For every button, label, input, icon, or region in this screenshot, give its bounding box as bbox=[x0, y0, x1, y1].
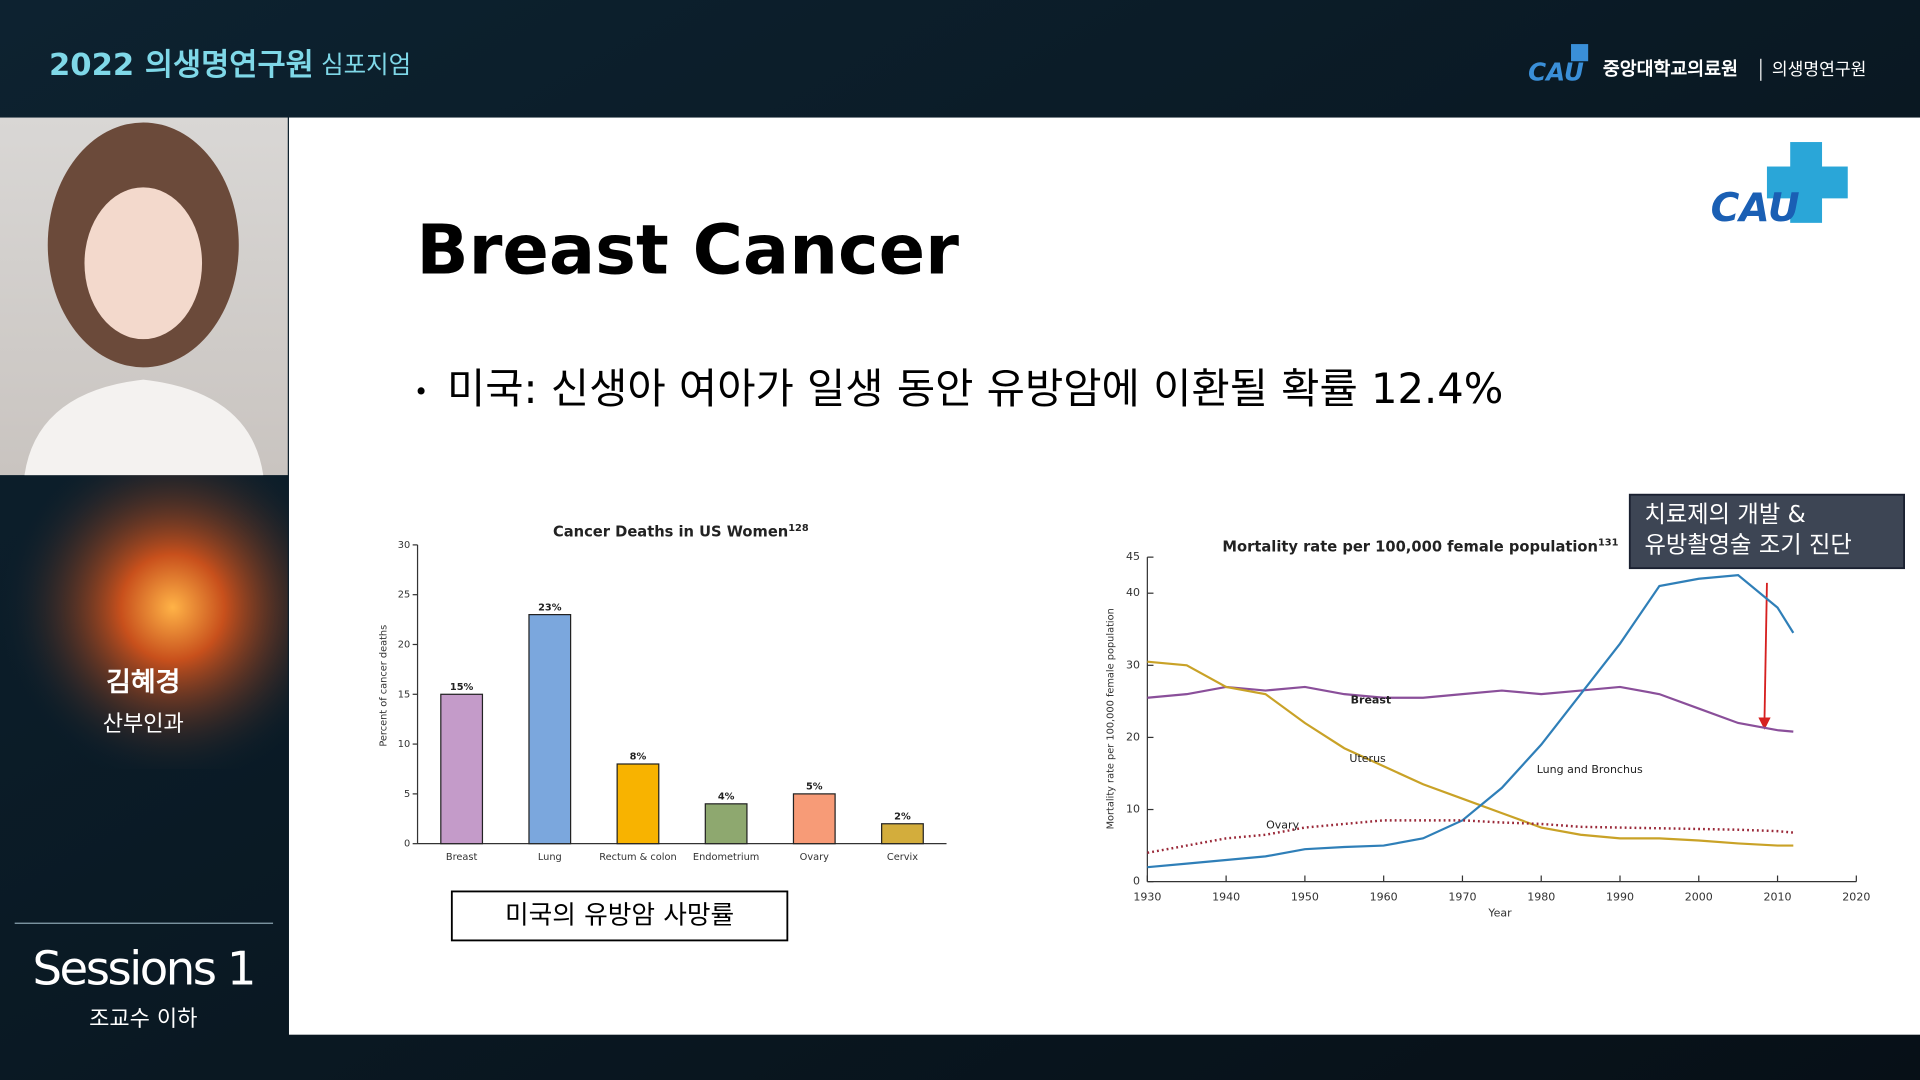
y-tick-label: 30 bbox=[398, 540, 410, 551]
bar bbox=[792, 793, 836, 845]
y-tick-label: 15 bbox=[398, 689, 410, 700]
y-axis-label: Mortality rate per 100,000 female popula… bbox=[1106, 608, 1117, 829]
y-tick-label: 45 bbox=[1126, 550, 1140, 563]
slide-logo-cross-h bbox=[1766, 166, 1848, 199]
y-tick-label: 10 bbox=[398, 739, 410, 750]
y-tick-label: 10 bbox=[1126, 803, 1140, 816]
y-tick-label: 20 bbox=[398, 639, 410, 650]
value-label: 4% bbox=[718, 791, 735, 802]
dept-name: 의생명연구원 bbox=[1772, 60, 1867, 80]
y-tick-label: 5 bbox=[404, 789, 410, 800]
value-label: 8% bbox=[630, 752, 647, 763]
x-tick-label: 1960 bbox=[1370, 891, 1398, 904]
arrow-head bbox=[1758, 717, 1771, 730]
annotation-box bbox=[1628, 493, 1905, 570]
annotation-line: 치료제의 개발 & bbox=[1644, 501, 1805, 528]
photo-face bbox=[84, 187, 203, 340]
chart-title: Cancer Deaths in US Women128 bbox=[553, 523, 809, 541]
x-tick-label: Rectum & colon bbox=[599, 852, 676, 863]
y-tick-label: 20 bbox=[1126, 730, 1140, 743]
value-label: 23% bbox=[538, 602, 562, 613]
x-tick-label: 1940 bbox=[1212, 891, 1240, 904]
event-subtitle: 심포지엄 bbox=[321, 50, 411, 79]
bar bbox=[704, 803, 748, 845]
series-line bbox=[1147, 574, 1795, 869]
bullet: 미국: 신생아 여아가 일생 동안 유방암에 이환될 확률 12.4% bbox=[447, 364, 1503, 413]
x-tick-label: 1950 bbox=[1291, 891, 1319, 904]
x-tick-label: 1970 bbox=[1448, 891, 1476, 904]
logo-cross bbox=[1571, 44, 1589, 62]
slide-logo: CAU bbox=[1711, 186, 1800, 231]
header-logo: CAU bbox=[1528, 57, 1584, 86]
speaker-role: 조교수 이하 bbox=[89, 1007, 197, 1032]
y-tick-label: 0 bbox=[1133, 875, 1140, 888]
series-label: Breast bbox=[1351, 693, 1392, 706]
chart-title: Mortality rate per 100,000 female popula… bbox=[1222, 537, 1618, 555]
bar bbox=[881, 823, 924, 845]
x-tick-label: Breast bbox=[446, 852, 478, 863]
y-tick-label: 0 bbox=[404, 839, 410, 850]
x-axis-label: Year bbox=[1487, 906, 1512, 919]
event-title: 2022 의생명연구원 심포지엄 bbox=[49, 48, 411, 83]
caption-box bbox=[450, 890, 789, 942]
value-label: 15% bbox=[450, 682, 474, 693]
x-tick-label: Cervix bbox=[887, 852, 918, 863]
chart-ref: 128 bbox=[788, 523, 809, 534]
panel-glow bbox=[0, 475, 288, 769]
y-tick-label: 30 bbox=[1126, 658, 1140, 671]
bar bbox=[616, 763, 660, 845]
event-title-text: 2022 의생명연구원 bbox=[49, 48, 314, 83]
bar bbox=[440, 693, 484, 845]
x-tick-label: Endometrium bbox=[693, 852, 759, 863]
slide-title: Breast Cancer bbox=[416, 211, 959, 291]
x-tick-label: 1990 bbox=[1606, 891, 1634, 904]
session: Sessions 1 bbox=[32, 942, 254, 996]
x-tick-label: 2020 bbox=[1842, 891, 1870, 904]
series-line bbox=[1147, 685, 1794, 733]
y-tick-label: 40 bbox=[1126, 586, 1140, 599]
photo-body bbox=[24, 379, 264, 476]
series-label: Lung and Bronchus bbox=[1537, 763, 1643, 776]
x-tick-label: Lung bbox=[538, 852, 562, 863]
y-axis-label: Percent of cancer deaths bbox=[378, 625, 389, 747]
svg-text:•: • bbox=[414, 377, 428, 406]
speaker-dept: 산부인과 bbox=[103, 712, 184, 737]
x-tick-label: 2000 bbox=[1685, 891, 1713, 904]
chart-title-text: Mortality rate per 100,000 female popula… bbox=[1222, 538, 1598, 555]
x-tick-label: 1930 bbox=[1133, 891, 1161, 904]
x-tick-label: 1980 bbox=[1527, 891, 1555, 904]
series-label: Uterus bbox=[1349, 752, 1386, 765]
caption: 미국의 유방암 사망률 bbox=[505, 900, 734, 930]
annotation-arrow bbox=[1763, 582, 1768, 721]
chart-ref: 131 bbox=[1598, 537, 1619, 548]
value-label: 2% bbox=[894, 811, 911, 822]
x-tick-label: Ovary bbox=[800, 852, 830, 863]
chart-title-text: Cancer Deaths in US Women bbox=[553, 524, 788, 541]
org-name: 중앙대학교의료원 bbox=[1603, 58, 1738, 80]
series-label: Ovary bbox=[1266, 818, 1299, 831]
bar bbox=[528, 613, 572, 845]
value-label: 5% bbox=[806, 782, 823, 793]
series-line bbox=[1147, 660, 1794, 847]
annotation-line: 유방촬영술 조기 진단 bbox=[1644, 532, 1851, 559]
y-tick-label: 25 bbox=[398, 590, 410, 601]
speaker-name: 김혜경 bbox=[106, 667, 180, 698]
series-line bbox=[1147, 819, 1794, 854]
x-tick-label: 2010 bbox=[1764, 891, 1792, 904]
